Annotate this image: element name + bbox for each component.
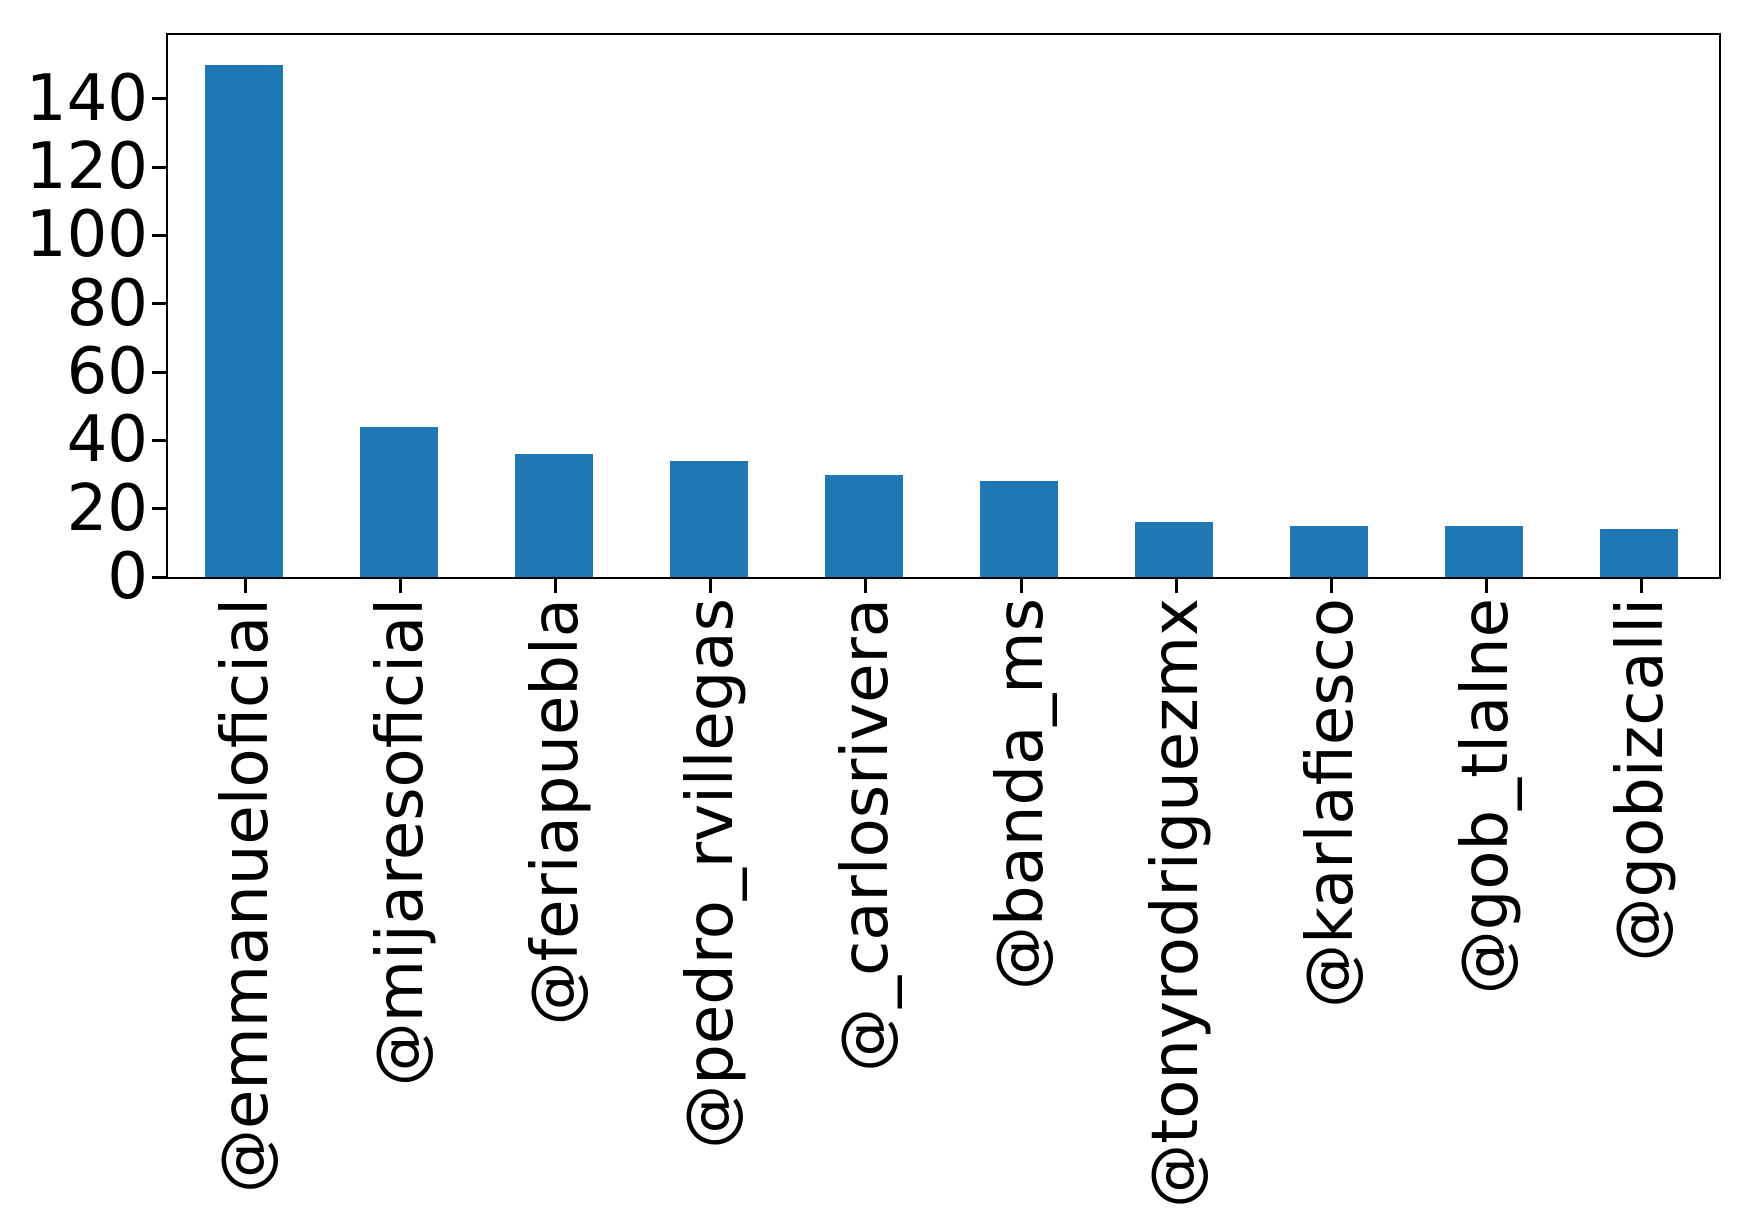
bar bbox=[824, 475, 903, 577]
x-tick-label: @karlafiesco bbox=[1294, 598, 1369, 1008]
bar bbox=[980, 481, 1059, 577]
x-tick-label: @feriapuebla bbox=[518, 598, 593, 1026]
x-tick bbox=[1329, 579, 1333, 593]
bar bbox=[1600, 529, 1679, 577]
bar bbox=[514, 454, 593, 577]
x-tick-label: @_carlosrivera bbox=[828, 598, 903, 1072]
x-tick bbox=[399, 579, 403, 593]
x-tick-label: @pedro_rvillegas bbox=[673, 598, 748, 1149]
x-tick-label: @emmanueloficial bbox=[208, 598, 283, 1193]
bar bbox=[669, 461, 748, 577]
y-tick bbox=[152, 97, 166, 101]
plot-area bbox=[166, 33, 1721, 579]
y-tick-label: 140 bbox=[25, 61, 148, 136]
x-tick-label: @tonyrodriguezmx bbox=[1139, 598, 1214, 1208]
x-tick bbox=[1174, 579, 1178, 593]
x-tick-label: @mijaresoficial bbox=[363, 598, 438, 1087]
y-tick-label: 100 bbox=[25, 198, 148, 273]
bar bbox=[1135, 522, 1214, 577]
y-tick-label: 120 bbox=[25, 130, 148, 205]
bar bbox=[359, 427, 438, 577]
y-tick-label: 0 bbox=[107, 540, 148, 614]
y-tick-label: 60 bbox=[66, 335, 148, 410]
x-tick-label: @gob_tlalne bbox=[1449, 598, 1524, 995]
bar bbox=[1290, 526, 1369, 577]
x-tick bbox=[244, 579, 248, 593]
y-tick-label: 20 bbox=[66, 471, 148, 546]
x-tick-label: @banda_ms bbox=[984, 598, 1059, 990]
y-tick bbox=[152, 507, 166, 511]
y-tick bbox=[152, 575, 166, 579]
bar bbox=[1445, 526, 1524, 577]
x-tick-label: @gobizcalli bbox=[1604, 598, 1679, 962]
x-tick bbox=[1484, 579, 1488, 593]
y-tick bbox=[152, 165, 166, 169]
y-tick-label: 80 bbox=[66, 266, 148, 341]
y-tick bbox=[152, 302, 166, 306]
x-tick bbox=[1639, 579, 1643, 593]
y-tick-label: 40 bbox=[66, 403, 148, 478]
bar bbox=[204, 65, 283, 577]
y-tick bbox=[152, 233, 166, 237]
y-tick bbox=[152, 438, 166, 442]
x-tick bbox=[864, 579, 868, 593]
x-tick bbox=[709, 579, 713, 593]
y-tick bbox=[152, 370, 166, 374]
x-tick bbox=[554, 579, 558, 593]
x-tick bbox=[1019, 579, 1023, 593]
